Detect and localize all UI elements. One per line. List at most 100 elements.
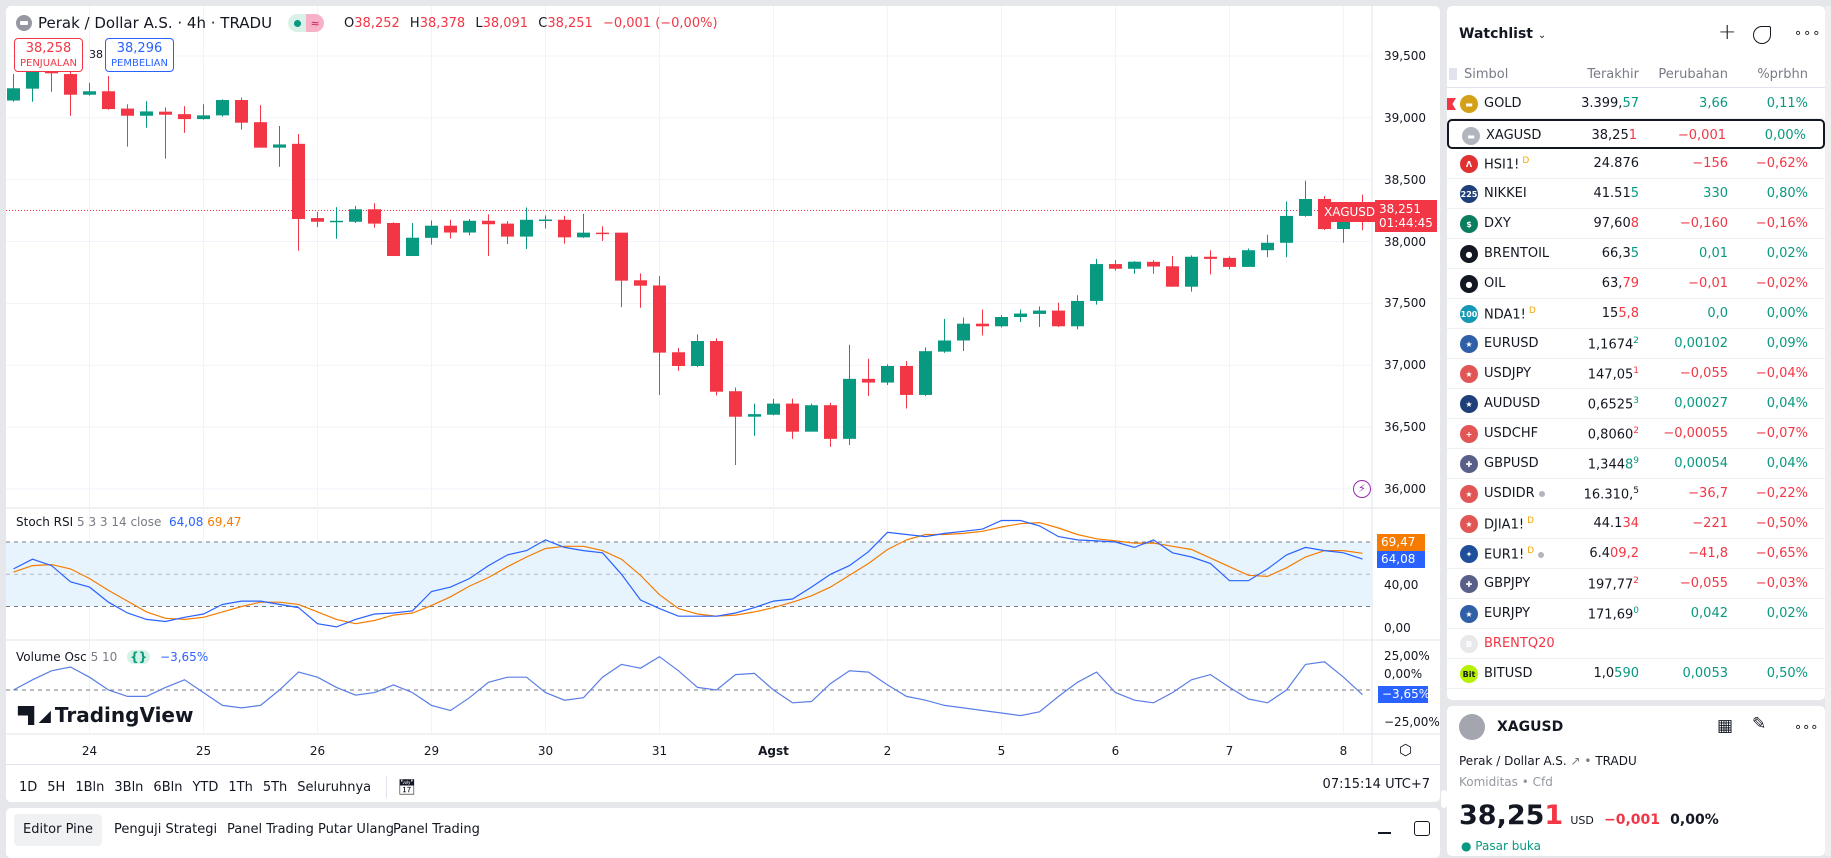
tab-replay-trading-panel[interactable]: Panel Trading Putar Ulang <box>227 822 395 837</box>
range-button-ytd[interactable]: YTD <box>192 779 219 795</box>
candle-body <box>140 111 153 116</box>
minimize-panel-icon[interactable] <box>1378 832 1391 834</box>
market-status-pill[interactable]: ≈ <box>288 14 325 32</box>
column-change[interactable]: Perubahan <box>1658 67 1728 82</box>
detail-description: Perak / Dollar A.S. ↗ • TRADU <box>1459 754 1637 768</box>
candle-body <box>1147 261 1160 267</box>
more-options-icon[interactable]: ∘∘∘ <box>1794 26 1822 41</box>
candle-body <box>425 225 438 238</box>
candle-body <box>1071 300 1084 327</box>
range-button-5h[interactable]: 5H <box>47 779 66 795</box>
chart-panel[interactable] <box>6 6 1440 802</box>
tradingview-logo[interactable]: ▀▌◢ TradingView <box>18 703 194 727</box>
watchlist-row-nikkei[interactable]: 225 NIKKEI 41.515 330 0,80% <box>1447 179 1825 209</box>
watchlist-row-gold[interactable]: ▬ GOLD 3.399,57 3,66 0,11% <box>1447 89 1825 119</box>
add-symbol-plus-icon[interactable]: + <box>1718 20 1737 45</box>
maximize-panel-icon[interactable] <box>1414 821 1430 836</box>
percent-change: −0,02% <box>1755 276 1808 291</box>
collapse-sidebar-handle[interactable] <box>1441 790 1447 808</box>
price-change: 0,042 <box>1690 606 1728 621</box>
range-button-1th[interactable]: 1Th <box>228 779 253 795</box>
time-axis-label: 2 <box>883 744 892 758</box>
stoch-rsi-legend[interactable]: Stoch RSI 5 3 3 14 close 64,08 69,47 <box>16 515 242 529</box>
advanced-view-chart-icon[interactable] <box>1753 26 1771 44</box>
clock-timezone[interactable]: 07:15:14 UTC+7 <box>1322 777 1430 792</box>
data-delay-icon: ≈ <box>306 14 325 32</box>
range-button-5th[interactable]: 5Th <box>262 779 288 795</box>
watchlist-row-eurusd[interactable]: ★ EURUSD 1,16742 0,00102 0,09% <box>1447 329 1825 359</box>
watchlist-row-dxy[interactable]: $ DXY 97,608 −0,160 −0,16% <box>1447 209 1825 239</box>
watchlist-row-eur1[interactable]: ✦ EUR1! D 6.409,2 −41,8 −0,65% <box>1447 539 1825 569</box>
last-price: 97,608 <box>1593 216 1640 231</box>
percent-change: −0,07% <box>1755 426 1808 441</box>
watchlist-row-gbpjpy[interactable]: ✚ GBPJPY 197,772 −0,055 −0,03% <box>1447 569 1825 599</box>
tab-editor-pine[interactable]: Editor Pine <box>14 814 103 846</box>
buy-button[interactable]: 38,296 PEMBELIAN <box>105 38 174 72</box>
price-change: 0,00054 <box>1674 456 1728 471</box>
external-link-icon[interactable]: ↗ <box>1570 754 1581 768</box>
last-price: 63,79 <box>1601 276 1639 291</box>
watchlist-row-eurjpy[interactable]: ★ EURJPY 171,690 0,042 0,02% <box>1447 599 1825 629</box>
watchlist-row-hsi1[interactable]: Λ HSI1! D 24.876 −156 −0,62% <box>1447 149 1825 179</box>
column-symbol[interactable]: Simbol <box>1464 67 1509 82</box>
watchlist-title-dropdown[interactable]: Watchlist ⌄ <box>1459 26 1547 42</box>
red-flag-icon[interactable] <box>1447 98 1456 110</box>
sell-button[interactable]: 38,258 PENJUALAN <box>14 38 83 72</box>
last-price: 41.515 <box>1593 186 1640 201</box>
watchlist-row-djia1[interactable]: ★ DJIA1! D 44.134 −221 −0,50% <box>1447 509 1825 539</box>
range-button-6bln[interactable]: 6Bln <box>153 779 183 795</box>
symbol-name: BRENTOIL <box>1484 246 1550 261</box>
scrollbar[interactable] <box>1825 6 1831 856</box>
source-code-icon[interactable]: {} <box>127 650 151 664</box>
divider <box>386 776 388 798</box>
settings-gear-icon[interactable]: ⬡ <box>1399 741 1413 759</box>
more-options-icon[interactable]: ∘∘∘ <box>1794 720 1819 735</box>
column-change-percent[interactable]: %prbhn <box>1757 67 1808 82</box>
last-price: 1,0590 <box>1593 666 1639 681</box>
candle-body <box>1090 264 1103 301</box>
tab-trading-panel[interactable]: Panel Trading <box>393 822 480 837</box>
chart-title[interactable]: Perak / Dollar A.S. · 4h · TRADU <box>38 14 273 32</box>
candle-body <box>368 209 381 224</box>
candle-body <box>1014 313 1027 318</box>
watchlist-row-brentoil[interactable]: ● BRENTOIL 66,35 0,01 0,02% <box>1447 239 1825 269</box>
candle-body <box>729 391 742 417</box>
percent-change: 0,11% <box>1766 96 1808 111</box>
candle-body <box>406 237 419 257</box>
volume-osc-legend[interactable]: Volume Osc 5 10 {} −3,65% <box>16 650 209 664</box>
range-button-3bln[interactable]: 3Bln <box>114 779 144 795</box>
watchlist-row-brentq20[interactable]: B BRENTQ20 <box>1447 629 1825 659</box>
symbol-name: NDA1! D <box>1484 306 1536 323</box>
chart-canvas[interactable] <box>0 0 1440 764</box>
watchlist-row-audusd[interactable]: ★ AUDUSD 0,65253 0,00027 0,04% <box>1447 389 1825 419</box>
symbol-name: HSI1! D <box>1484 156 1530 173</box>
candle-body <box>7 88 20 101</box>
range-button-1bln[interactable]: 1Bln <box>75 779 105 795</box>
watchlist-row-usdidr[interactable]: ★ USDIDR 16.310,5 −36,7 −0,22% <box>1447 479 1825 509</box>
silver-symbol-icon <box>16 15 32 31</box>
time-axis-label: 26 <box>309 744 326 758</box>
last-price: 155,8 <box>1601 306 1639 321</box>
watchlist-row-oil[interactable]: ● OIL 63,79 −0,01 −0,02% <box>1447 269 1825 299</box>
candle-body <box>824 405 837 439</box>
percent-change: 0,04% <box>1766 456 1808 471</box>
edit-note-icon[interactable]: ✎ <box>1752 714 1767 734</box>
range-button-seluruhnya[interactable]: Seluruhnya <box>297 779 372 795</box>
watchlist-row-gbpusd[interactable]: ✚ GBPUSD 1,34489 0,00054 0,04% <box>1447 449 1825 479</box>
watchlist-row-bitusd[interactable]: Bit BITUSD 1,0590 0,0053 0,50% <box>1447 659 1825 689</box>
grid-layout-icon[interactable]: ▦ <box>1717 716 1734 736</box>
last-price-tag: 38,251 01:44:45 <box>1375 200 1437 232</box>
last-price: 0,80602 <box>1587 426 1639 443</box>
column-last[interactable]: Terakhir <box>1587 67 1639 82</box>
symbol-name: XAGUSD <box>1486 128 1542 143</box>
candle-body <box>444 225 457 233</box>
goto-date-calendar-icon[interactable]: 📅︎ <box>397 778 417 796</box>
tab-strategy-tester[interactable]: Penguji Strategi <box>114 822 218 837</box>
watchlist-row-usdjpy[interactable]: ★ USDJPY 147,051 −0,055 −0,04% <box>1447 359 1825 389</box>
price-change: 0,0053 <box>1682 666 1729 681</box>
watchlist-row-xagusd[interactable]: ▬ XAGUSD 38,251 −0,001 0,00% <box>1447 119 1825 149</box>
watchlist-row-usdchf[interactable]: + USDCHF 0,80602 −0,00055 −0,07% <box>1447 419 1825 449</box>
watchlist-row-nda1[interactable]: 100 NDA1! D 155,8 0,0 0,00% <box>1447 299 1825 329</box>
lightning-icon[interactable]: ⚡ <box>1353 480 1371 498</box>
range-button-1d[interactable]: 1D <box>19 779 38 795</box>
